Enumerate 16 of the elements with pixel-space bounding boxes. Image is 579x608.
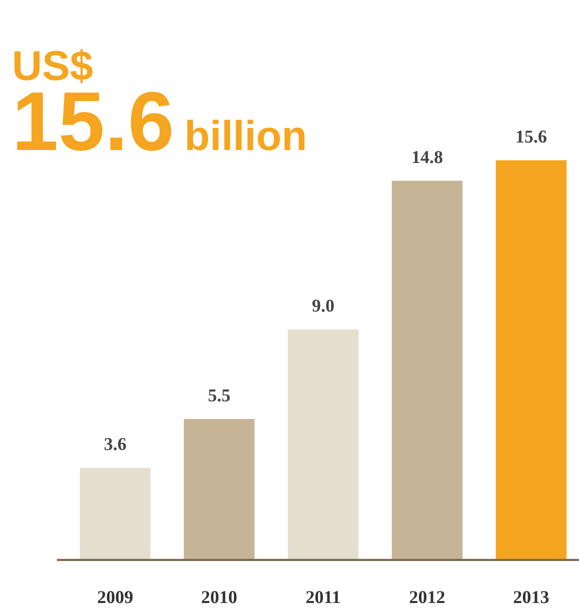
data-label: 3.6 [104, 438, 126, 450]
data-label: 15.6 [516, 130, 546, 143]
data-label: 5.5 [208, 389, 230, 402]
x-tick-label: 2013 [514, 591, 549, 604]
data-label: 14.8 [412, 151, 442, 164]
bar [288, 329, 359, 560]
bar [80, 468, 151, 560]
bar [392, 180, 463, 560]
chart-title: US$ [14, 49, 92, 84]
bar [496, 160, 567, 560]
x-tick-label: 2009 [98, 591, 133, 604]
bar [184, 419, 255, 560]
data-label: 9.0 [312, 300, 334, 312]
x-tick-label: 2012 [410, 591, 444, 604]
x-tick-label: 2010 [202, 591, 237, 604]
x-tick-label: 2011 [306, 591, 340, 604]
